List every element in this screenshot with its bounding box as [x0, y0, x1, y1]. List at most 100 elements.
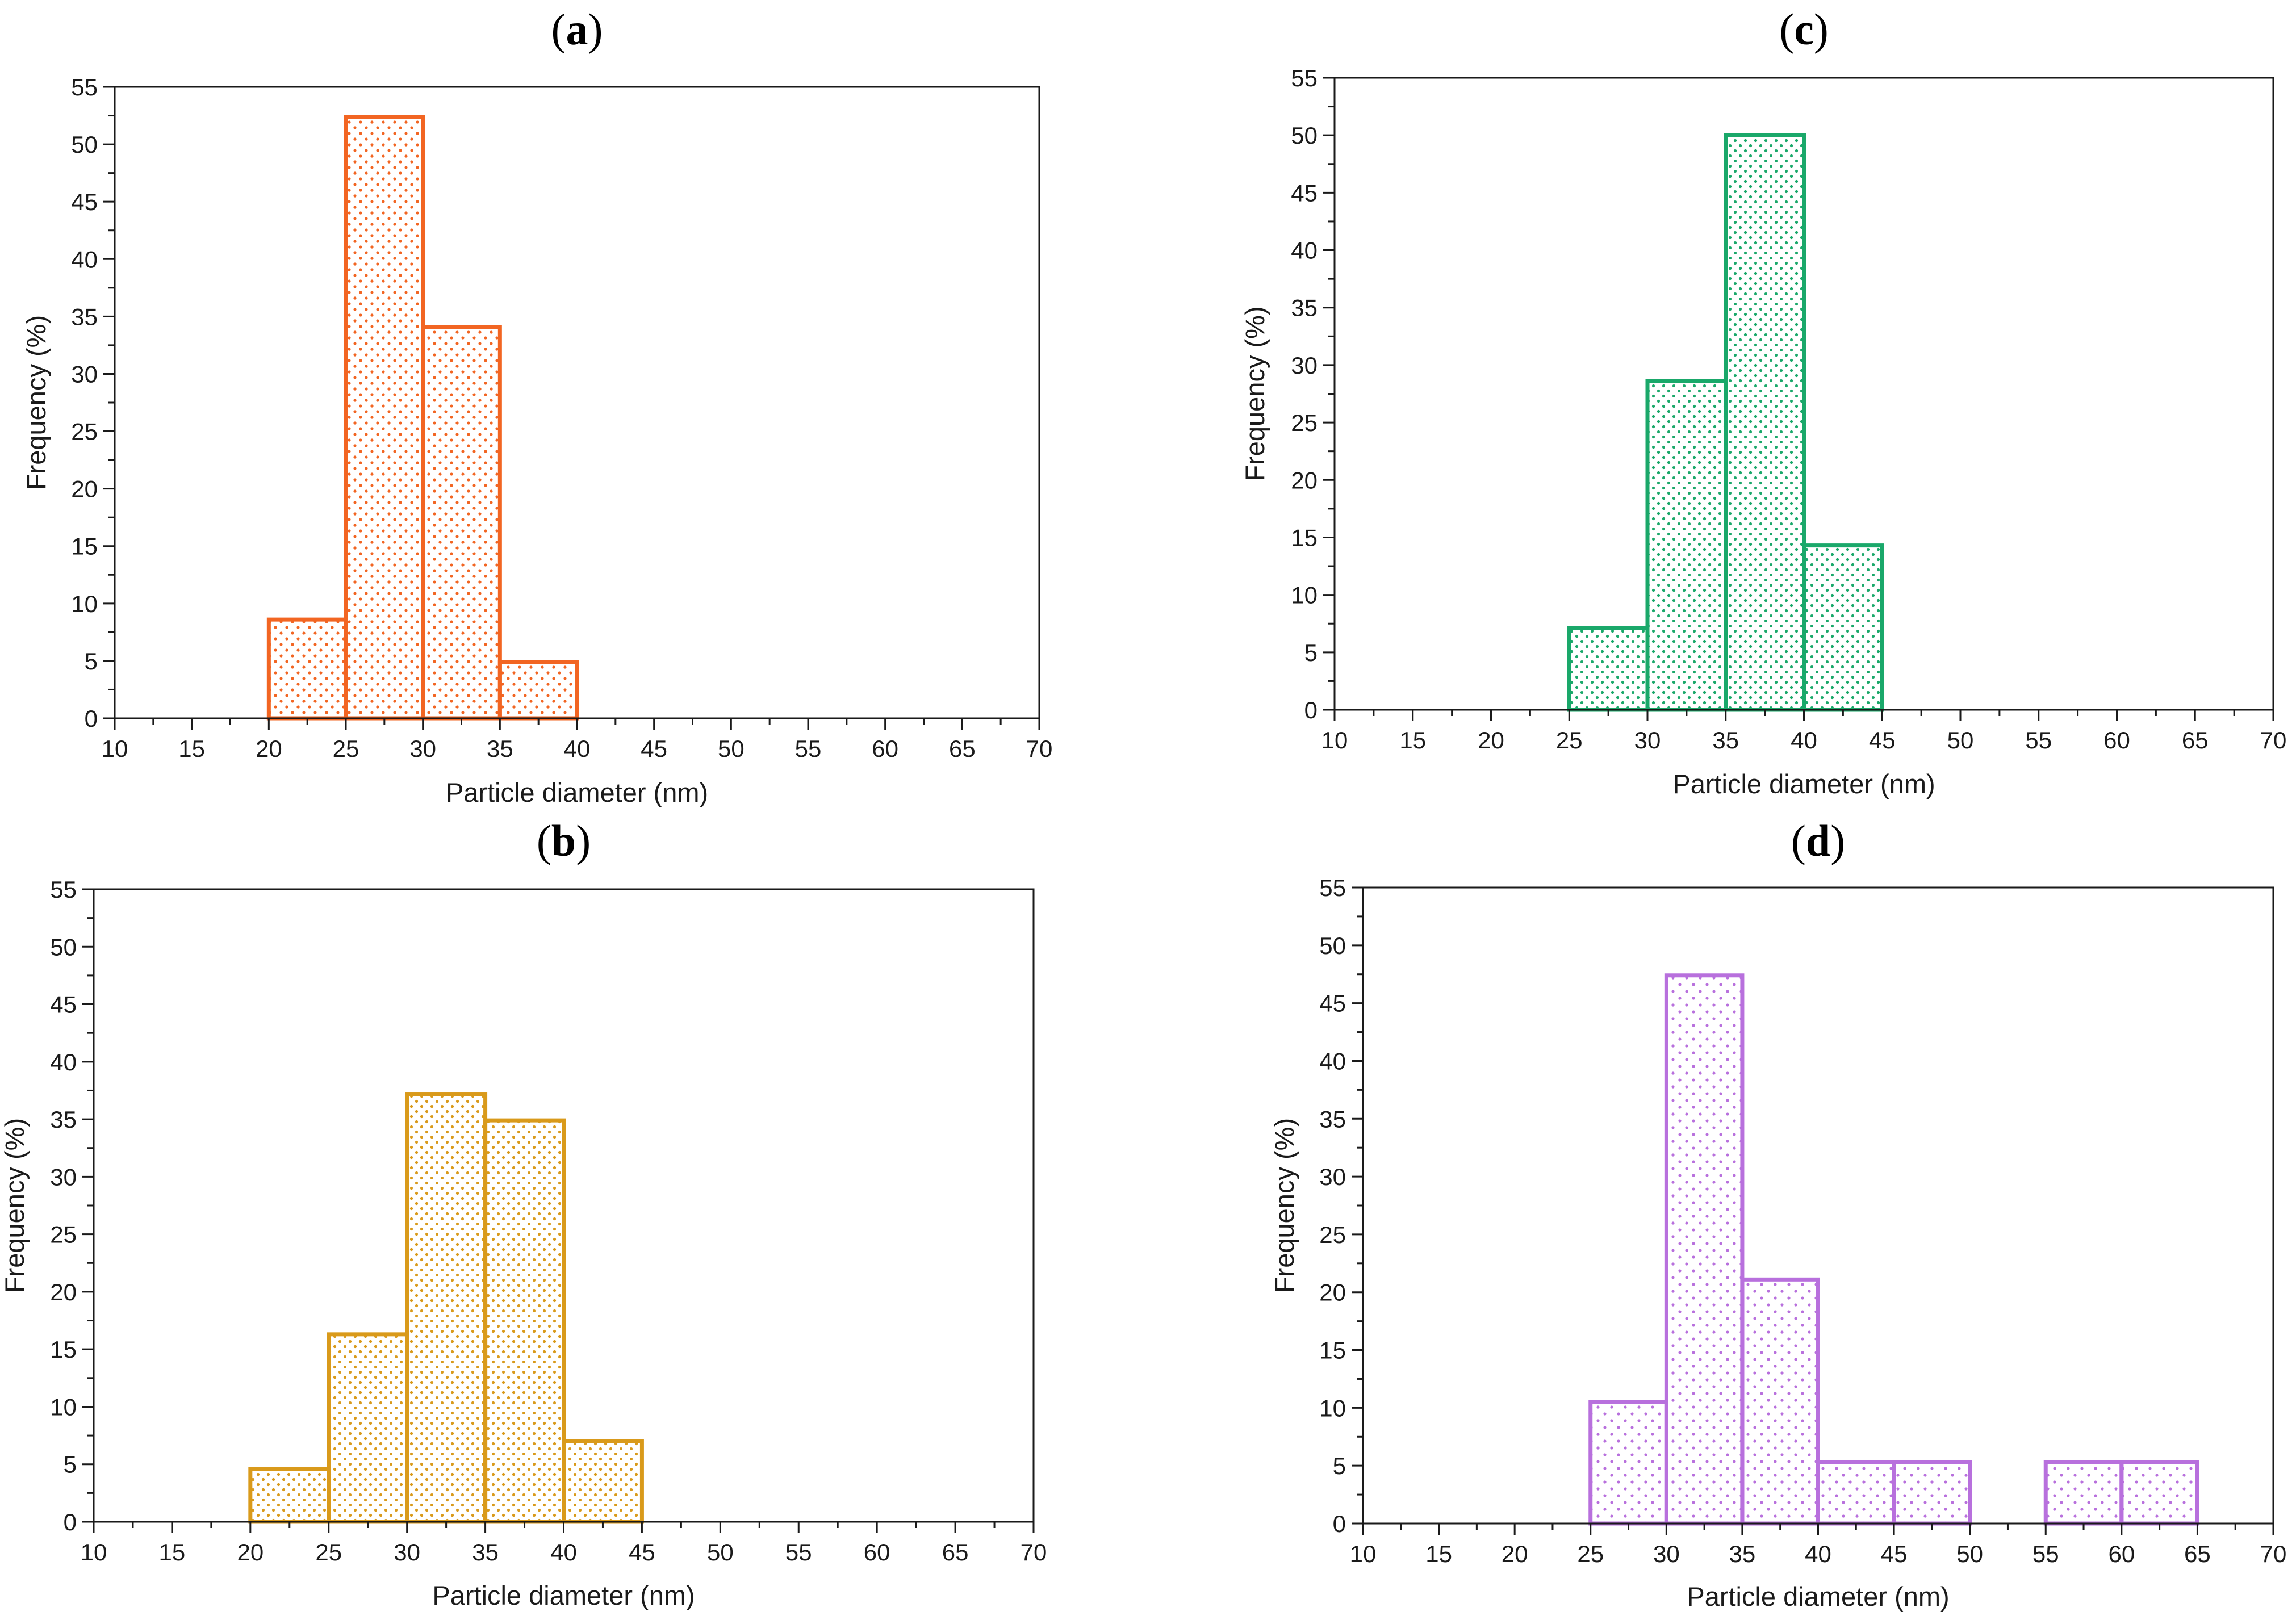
bar-b-20-25 [248, 1467, 331, 1524]
y-tick-label-b-20: 20 [50, 1279, 77, 1305]
x-tick-label-b-70: 70 [1021, 1539, 1047, 1566]
y-tick-label-a-30: 30 [71, 361, 98, 387]
bar-a-30-35 [421, 325, 502, 721]
x-tick-label-b-35: 35 [472, 1539, 499, 1566]
x-tick-label-b-15: 15 [159, 1539, 186, 1566]
y-tick-label-c-35: 35 [1291, 295, 1318, 321]
x-tick-label-a-55: 55 [795, 735, 822, 762]
y-tick-label-a-40: 40 [71, 246, 98, 273]
x-tick-label-a-60: 60 [872, 735, 898, 762]
y-tick-label-b-55: 55 [50, 876, 77, 903]
x-tick-label-b-25: 25 [315, 1539, 342, 1566]
x-tick-label-b-40: 40 [550, 1539, 577, 1566]
x-tick-label-b-10: 10 [81, 1539, 107, 1566]
y-axis-label-d: Frequency (%) [1269, 1118, 1299, 1293]
y-tick-label-a-5: 5 [85, 648, 98, 675]
x-tick-label-c-65: 65 [2182, 727, 2209, 754]
y-tick-label-c-20: 20 [1291, 467, 1318, 493]
bar-a-25-30 [344, 115, 425, 721]
y-tick-label-a-55: 55 [71, 74, 98, 101]
y-tick-label-c-40: 40 [1291, 237, 1318, 264]
panel-label-a: (a) [551, 5, 603, 54]
x-tick-label-a-25: 25 [333, 735, 359, 762]
x-tick-label-a-15: 15 [178, 735, 205, 762]
y-tick-label-d-15: 15 [1319, 1337, 1346, 1364]
x-tick-label-d-15: 15 [1425, 1541, 1452, 1567]
y-tick-label-a-15: 15 [71, 533, 98, 560]
x-tick-label-d-25: 25 [1577, 1541, 1604, 1567]
y-tick-label-b-45: 45 [50, 991, 77, 1018]
y-tick-label-b-5: 5 [64, 1451, 77, 1478]
y-tick-label-c-45: 45 [1291, 179, 1318, 206]
y-tick-label-a-10: 10 [71, 591, 98, 617]
x-tick-label-b-55: 55 [785, 1539, 812, 1566]
bar-a-35-40 [497, 660, 579, 721]
x-tick-label-d-50: 50 [1956, 1541, 1983, 1567]
y-tick-label-c-50: 50 [1291, 122, 1318, 149]
y-axis-label-c: Frequency (%) [1240, 306, 1270, 481]
bar-d-60-65 [2119, 1460, 2199, 1526]
y-tick-label-a-25: 25 [71, 418, 98, 445]
x-tick-label-d-30: 30 [1653, 1541, 1680, 1567]
x-tick-label-b-60: 60 [864, 1539, 890, 1566]
y-tick-label-d-50: 50 [1319, 932, 1346, 959]
y-tick-label-c-15: 15 [1291, 524, 1318, 551]
x-tick-label-c-30: 30 [1634, 727, 1661, 754]
x-tick-label-d-10: 10 [1350, 1541, 1377, 1567]
bar-c-30-35 [1645, 379, 1728, 712]
plot-frame-a [114, 86, 1040, 719]
y-tick-label-a-0: 0 [85, 705, 98, 732]
panel-label-d: (d) [1791, 816, 1845, 865]
y-tick-label-b-35: 35 [50, 1106, 77, 1133]
bar-b-40-45 [562, 1439, 644, 1524]
x-axis-label-b: Particle diameter (nm) [432, 1580, 695, 1610]
y-tick-label-b-40: 40 [50, 1049, 77, 1075]
x-tick-label-c-35: 35 [1712, 727, 1739, 754]
y-tick-label-d-40: 40 [1319, 1048, 1346, 1074]
y-tick-label-d-0: 0 [1333, 1510, 1346, 1537]
bar-d-55-60 [2043, 1460, 2124, 1526]
x-tick-label-d-45: 45 [1881, 1541, 1908, 1567]
y-tick-label-c-0: 0 [1304, 697, 1318, 723]
x-tick-label-c-70: 70 [2260, 727, 2287, 754]
panel-label-b: (b) [537, 816, 591, 865]
x-tick-label-a-45: 45 [641, 735, 667, 762]
y-tick-label-a-35: 35 [71, 303, 98, 330]
x-tick-label-b-45: 45 [629, 1539, 655, 1566]
x-tick-label-a-30: 30 [409, 735, 436, 762]
x-tick-label-a-40: 40 [564, 735, 591, 762]
bar-b-25-30 [327, 1332, 409, 1524]
x-tick-label-b-50: 50 [707, 1539, 734, 1566]
y-tick-label-a-50: 50 [71, 131, 98, 158]
bar-b-30-35 [405, 1092, 488, 1524]
x-tick-label-d-55: 55 [2032, 1541, 2059, 1567]
y-tick-label-c-25: 25 [1291, 409, 1318, 436]
y-tick-label-d-25: 25 [1319, 1221, 1346, 1248]
x-tick-label-c-10: 10 [1321, 727, 1348, 754]
y-tick-label-c-5: 5 [1304, 639, 1318, 666]
bar-d-35-40 [1740, 1277, 1821, 1526]
x-tick-label-c-25: 25 [1556, 727, 1583, 754]
bar-b-35-40 [483, 1118, 566, 1524]
chart-panel-c: (c) 10 15 20 25 30 35 40 45 50 55 60 65 70 0 5 10 15 20 25 3… [1240, 5, 2286, 799]
x-tick-label-d-40: 40 [1805, 1541, 1831, 1567]
y-tick-label-d-55: 55 [1319, 874, 1346, 901]
bar-d-30-35 [1664, 973, 1745, 1526]
y-tick-label-b-50: 50 [50, 934, 77, 960]
x-tick-label-c-15: 15 [1399, 727, 1426, 754]
x-tick-label-b-20: 20 [237, 1539, 264, 1566]
x-axis-label-c: Particle diameter (nm) [1672, 769, 1935, 799]
x-tick-label-c-60: 60 [2103, 727, 2130, 754]
x-tick-label-c-55: 55 [2025, 727, 2052, 754]
x-tick-label-b-65: 65 [942, 1539, 969, 1566]
bar-d-40-45 [1816, 1460, 1896, 1526]
x-tick-label-d-35: 35 [1729, 1541, 1756, 1567]
y-tick-label-b-0: 0 [64, 1509, 77, 1535]
y-tick-label-a-20: 20 [71, 476, 98, 503]
bar-c-35-40 [1724, 133, 1806, 712]
panel-label-c: (c) [1779, 5, 1829, 54]
y-tick-label-d-10: 10 [1319, 1395, 1346, 1421]
y-tick-label-c-30: 30 [1291, 352, 1318, 379]
x-tick-label-a-65: 65 [949, 735, 976, 762]
